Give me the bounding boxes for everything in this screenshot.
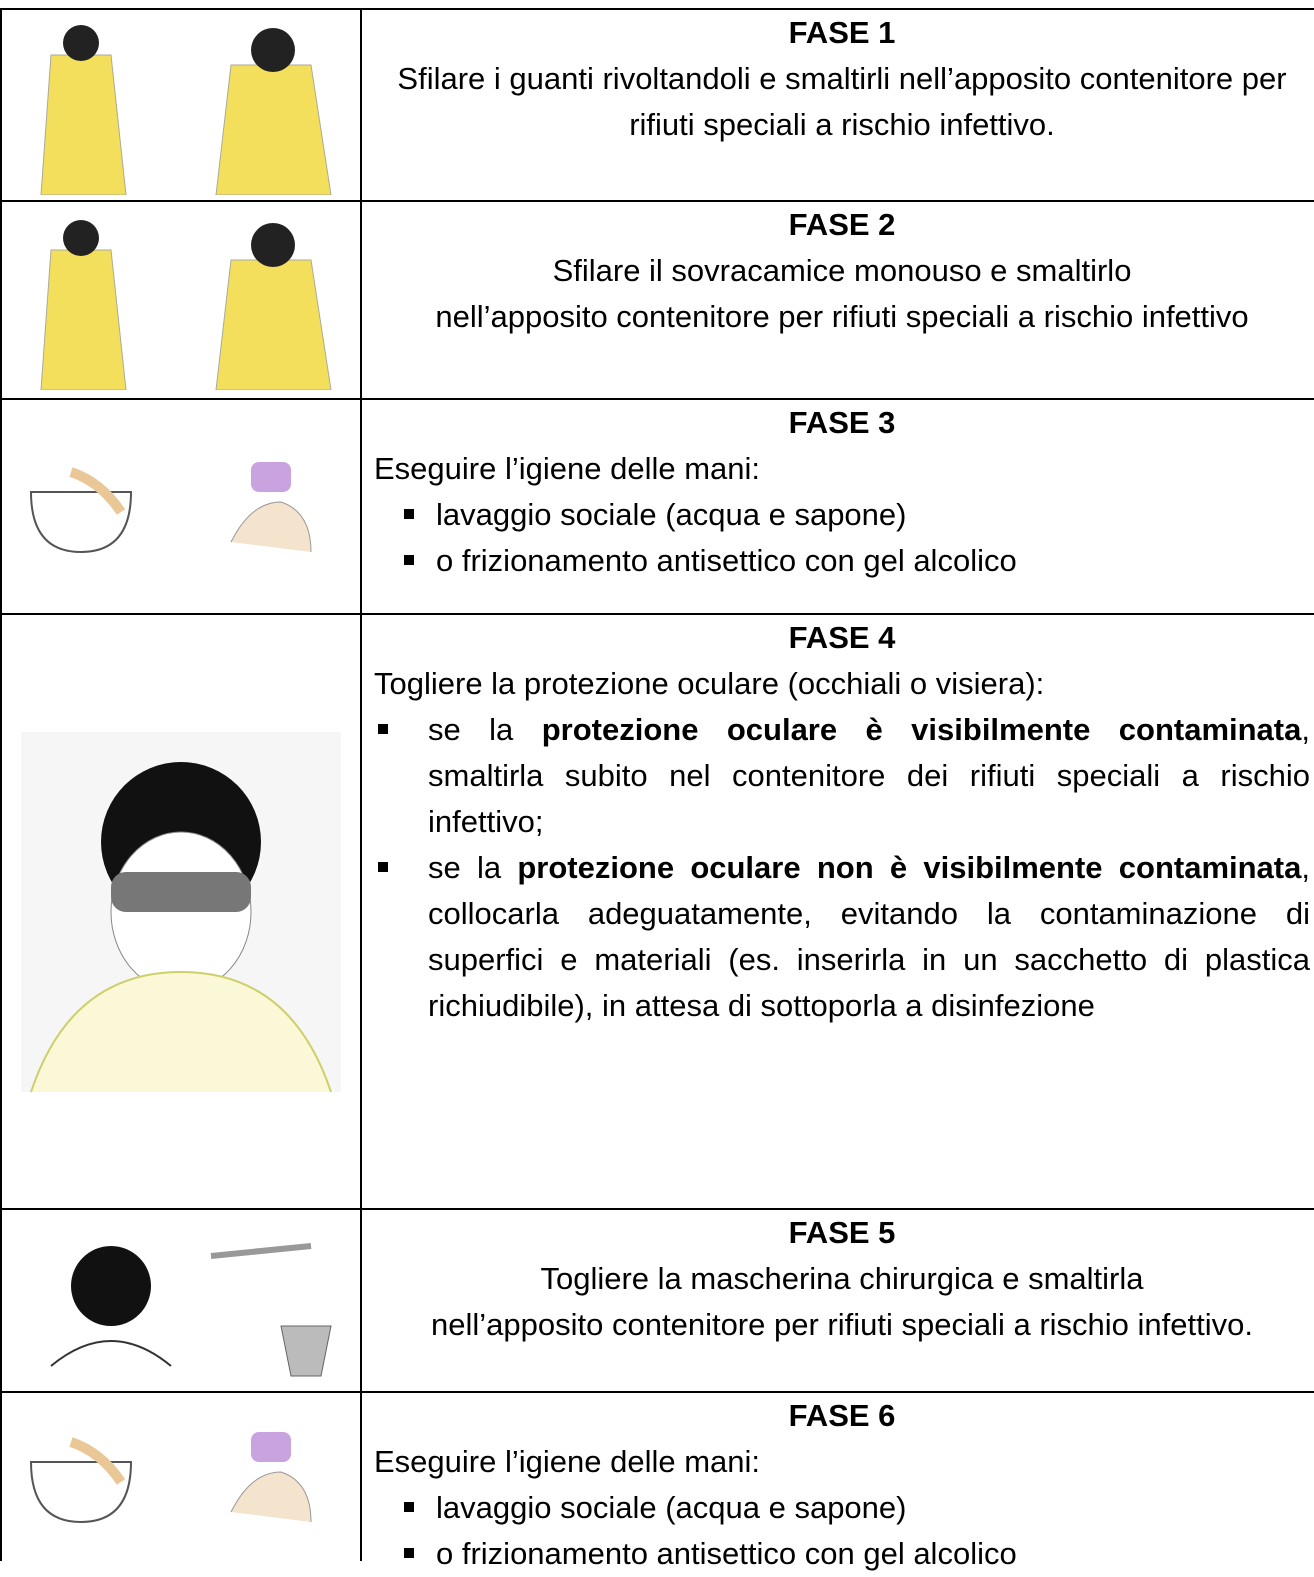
bullet-item: lavaggio sociale (acqua e sapone) (374, 492, 1310, 538)
illustration (50, 1242, 332, 1376)
text: lavaggio sociale (acqua e sapone) (436, 497, 907, 532)
text: , smaltirla subito nel contenitore dei r… (428, 712, 1310, 839)
image-cell (0, 1393, 362, 1561)
illustration (29, 461, 312, 553)
illustration (29, 1432, 312, 1524)
table-row: FASE 5 Togliere la mascherina chirurgica … (0, 1208, 1314, 1391)
image-cell (0, 10, 362, 200)
text-line: Sfilare il sovracamice monouso e smaltir… (552, 253, 1132, 288)
illustration (21, 731, 341, 1092)
table-row: FASE 3 Eseguire l’igiene delle mani: lavag… (0, 398, 1314, 613)
illustration (40, 220, 332, 390)
text-cell: FASE 6 Eseguire l’igiene delle mani: lavag… (362, 1393, 1314, 1571)
table-row: FASE 2 Sfilare il sovracamice monouso e s… (0, 200, 1314, 398)
text-line: nell’apposito contenitore per rifiuti sp… (435, 299, 1249, 334)
text: se la (428, 712, 542, 747)
text: lavaggio sociale (acqua e sapone) (436, 1490, 907, 1525)
phase-title: FASE 6 (788, 1398, 896, 1433)
image-cell (0, 400, 362, 613)
text-cell: FASE 2 Sfilare il sovracamice monouso e s… (362, 202, 1314, 398)
bullet-item: se la protezione oculare è visibilmente … (374, 707, 1310, 845)
phase-title: FASE 5 (788, 1215, 896, 1250)
intro: Togliere la protezione oculare (occhiali… (374, 666, 1045, 701)
illustration (40, 25, 332, 195)
bullet-list: lavaggio sociale (acqua e sapone) o frizi… (374, 492, 1310, 584)
phase-title: FASE 3 (788, 405, 896, 440)
phase-title: FASE 4 (788, 620, 896, 655)
bullet-list: lavaggio sociale (acqua e sapone) o frizi… (374, 1485, 1310, 1577)
table-row: FASE 6 Eseguire l’igiene delle mani: lavag… (0, 1391, 1314, 1571)
intro: Eseguire l’igiene delle mani: (374, 1444, 761, 1479)
text: se la (428, 850, 518, 885)
text-line: Togliere la mascherina chirurgica e smal… (540, 1261, 1144, 1296)
image-cell (0, 615, 362, 1208)
intro: Eseguire l’igiene delle mani: (374, 451, 761, 486)
bullet-list: se la protezione oculare è visibilmente … (374, 707, 1310, 1029)
bold-text: protezione oculare è visibilmente contam… (541, 712, 1302, 747)
bullet-item: se la protezione oculare non è visibilme… (374, 845, 1310, 1029)
text-line: nell’apposito contenitore per rifiuti sp… (431, 1307, 1253, 1342)
text-line: Sfilare i guanti rivoltandoli e smaltirl… (397, 61, 1287, 142)
phase-title: FASE 2 (788, 207, 896, 242)
text-cell: FASE 3 Eseguire l’igiene delle mani: lavag… (362, 400, 1314, 613)
text-cell: FASE 1 Sfilare i guanti rivoltandoli e sm… (362, 10, 1314, 200)
table-row: FASE 1 Sfilare i guanti rivoltandoli e sm… (0, 8, 1314, 200)
text-cell: FASE 4 Togliere la protezione oculare (oc… (362, 615, 1314, 1208)
image-cell (0, 1210, 362, 1391)
procedure-table: FASE 1 Sfilare i guanti rivoltandoli e sm… (0, 8, 1314, 1571)
text: o frizionamento antisettico con gel alco… (436, 543, 1017, 578)
table-row: FASE 4 Togliere la protezione oculare (oc… (0, 613, 1314, 1208)
phase-title: FASE 1 (788, 15, 896, 50)
bullet-item: o frizionamento antisettico con gel alco… (374, 538, 1310, 584)
bold-text: protezione oculare non è visibilmente co… (517, 850, 1302, 885)
text-cell: FASE 5 Togliere la mascherina chirurgica … (362, 1210, 1314, 1391)
bullet-item: o frizionamento antisettico con gel alco… (374, 1531, 1310, 1577)
text: o frizionamento antisettico con gel alco… (436, 1536, 1017, 1571)
bullet-item: lavaggio sociale (acqua e sapone) (374, 1485, 1310, 1531)
text: , collocarla adeguatamente, evitando la … (428, 850, 1310, 1023)
image-cell (0, 202, 362, 398)
